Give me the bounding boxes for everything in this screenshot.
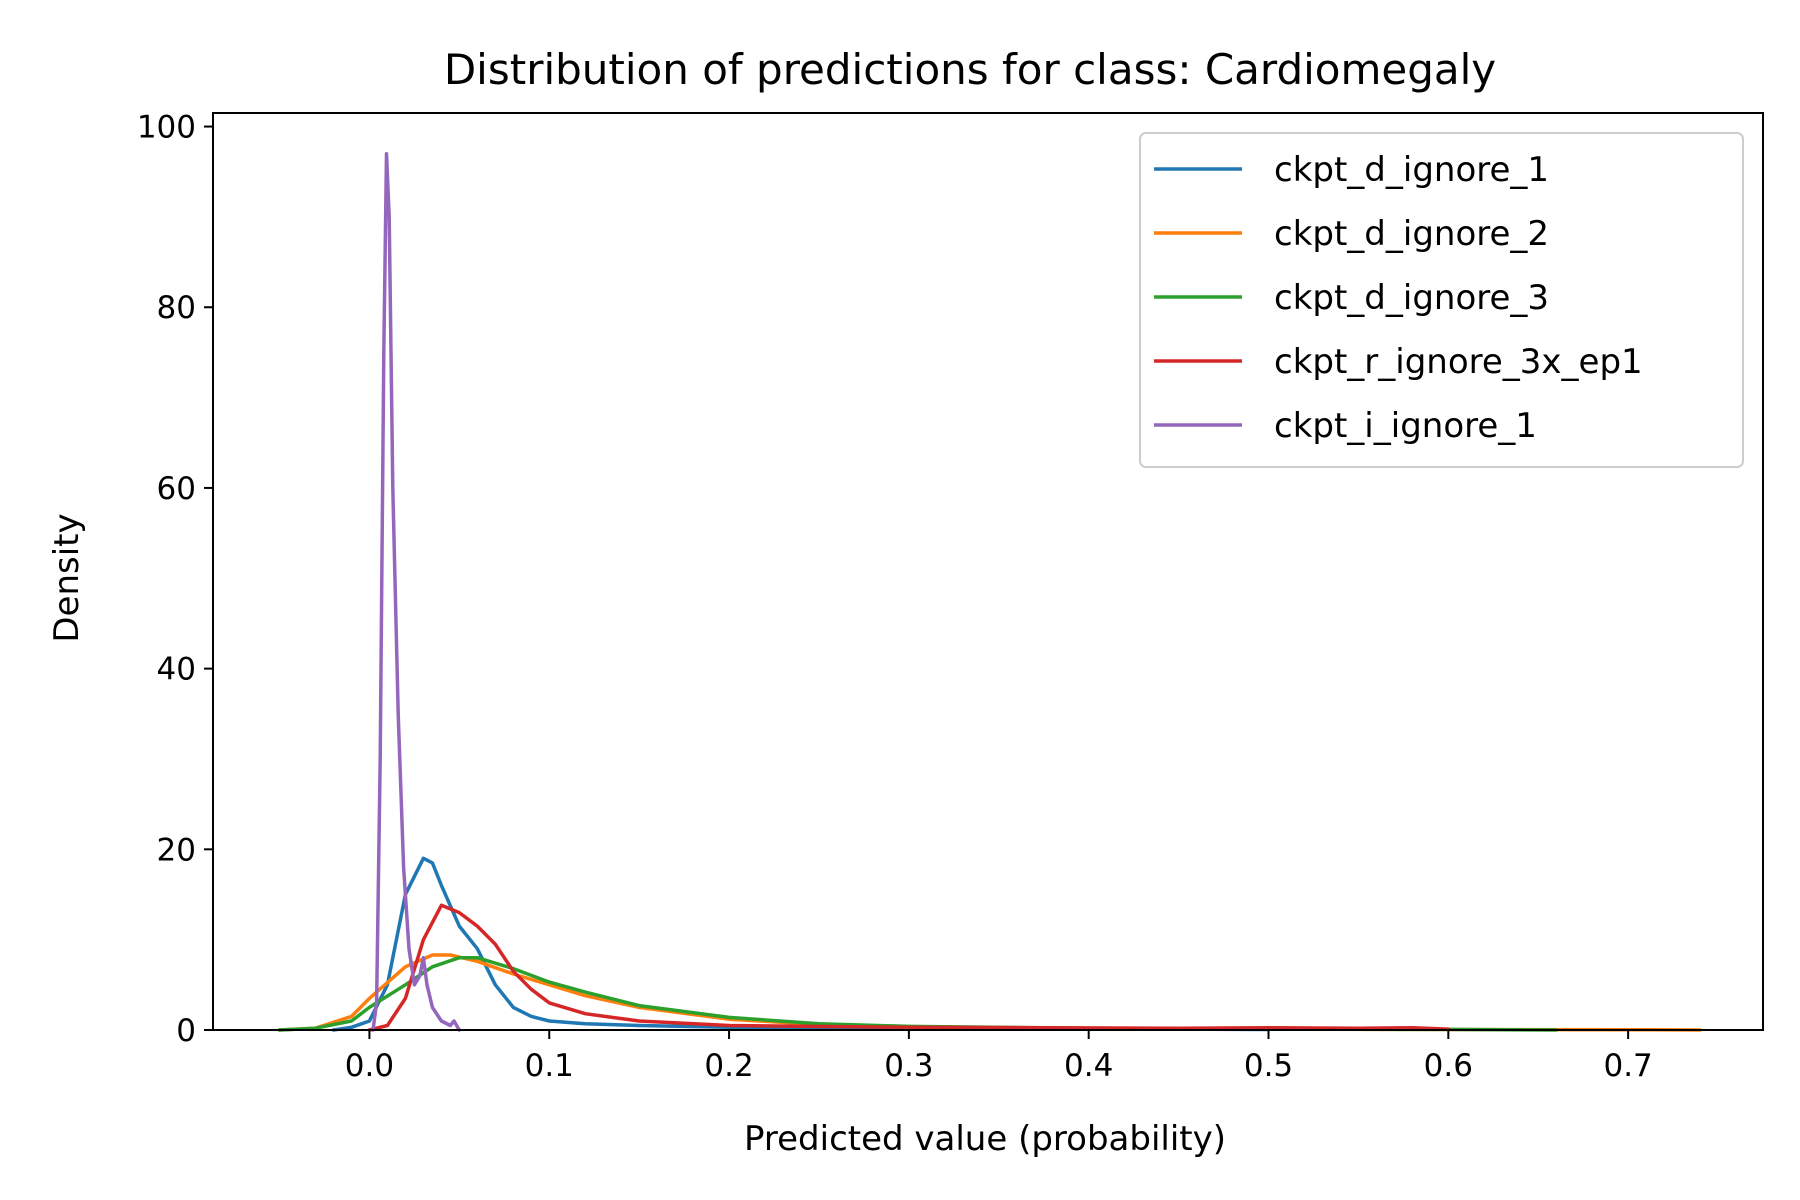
legend-label: ckpt_d_ignore_1 bbox=[1274, 150, 1549, 190]
series-line-1 bbox=[331, 856, 1271, 1032]
series-line-5 bbox=[371, 151, 462, 1032]
x-tick-label: 0.2 bbox=[704, 1048, 753, 1084]
x-tick-label: 0.7 bbox=[1603, 1048, 1652, 1084]
x-tick-label: 0.6 bbox=[1424, 1048, 1473, 1084]
y-axis: 0 20 40 60 80 100 bbox=[137, 110, 213, 1049]
x-axis: 0.0 0.1 0.2 0.3 0.4 0.5 0.6 0.7 bbox=[345, 1030, 1653, 1084]
x-tick-label: 0.3 bbox=[884, 1048, 933, 1084]
y-tick-label: 60 bbox=[157, 471, 196, 507]
y-tick-label: 40 bbox=[157, 652, 196, 688]
legend-label: ckpt_d_ignore_3 bbox=[1274, 278, 1549, 318]
plot-frame bbox=[212, 112, 1764, 1031]
chart-title: Distribution of predictions for class: C… bbox=[444, 45, 1496, 94]
x-tick-label: 0.5 bbox=[1244, 1048, 1293, 1084]
y-tick-label: 100 bbox=[137, 110, 196, 146]
legend-label: ckpt_r_ignore_3x_ep1 bbox=[1274, 342, 1643, 382]
y-axis-label: Density bbox=[47, 513, 87, 642]
x-tick-label: 0.0 bbox=[345, 1048, 394, 1084]
y-tick-label: 20 bbox=[157, 832, 196, 868]
series-line-3 bbox=[277, 955, 1558, 1032]
legend-label: ckpt_i_ignore_1 bbox=[1274, 406, 1537, 446]
x-axis-label: Predicted value (probability) bbox=[744, 1119, 1226, 1159]
legend: ckpt_d_ignore_1 ckpt_d_ignore_2 ckpt_d_ign… bbox=[1139, 132, 1744, 468]
series-line-2 bbox=[277, 953, 1702, 1032]
legend-box bbox=[1139, 132, 1744, 468]
y-tick-label: 80 bbox=[157, 290, 196, 326]
y-tick-label: 0 bbox=[176, 1013, 196, 1049]
series-line-4 bbox=[367, 903, 1451, 1032]
plot-area bbox=[212, 112, 1764, 1032]
legend-label: ckpt_d_ignore_2 bbox=[1274, 214, 1549, 254]
x-tick-label: 0.4 bbox=[1064, 1048, 1113, 1084]
x-tick-label: 0.1 bbox=[525, 1048, 574, 1084]
